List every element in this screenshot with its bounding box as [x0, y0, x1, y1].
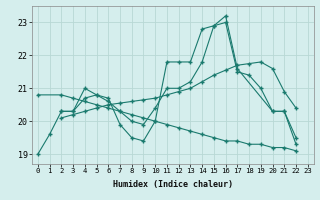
X-axis label: Humidex (Indice chaleur): Humidex (Indice chaleur)	[113, 180, 233, 189]
